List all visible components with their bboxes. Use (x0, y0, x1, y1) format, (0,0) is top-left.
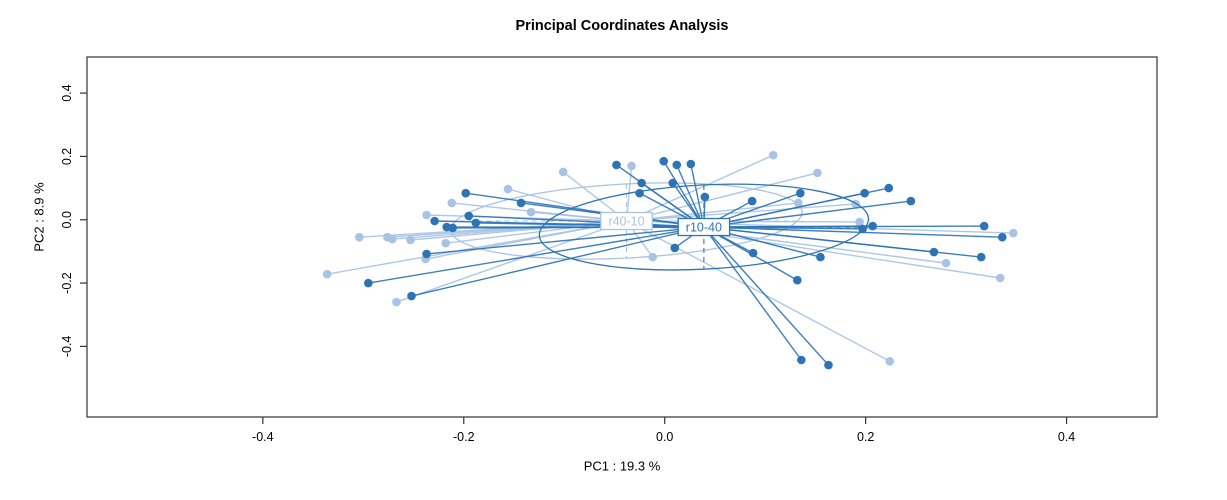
x-axis-label: PC1 : 19.3 % (583, 458, 661, 474)
spider-line (626, 154, 774, 222)
data-point (794, 198, 803, 208)
y-tick-label: -0.4 (60, 336, 74, 358)
data-point (612, 160, 621, 170)
spider-line (663, 160, 705, 228)
data-point (824, 360, 833, 370)
data-point (637, 178, 646, 188)
centroid-label-box (677, 217, 731, 237)
data-point (858, 224, 867, 234)
spider-line (703, 192, 865, 228)
spider-line (703, 200, 911, 228)
data-point (670, 243, 680, 253)
spider-line (703, 226, 802, 361)
data-point (816, 252, 825, 262)
data-point (471, 218, 481, 228)
spider-line (396, 220, 627, 303)
data-point (855, 217, 864, 227)
data-point (997, 232, 1007, 242)
data-point (747, 196, 757, 206)
group-ellipse (538, 183, 870, 271)
data-point (979, 221, 989, 231)
spider-line (426, 226, 704, 255)
spider-line (626, 220, 891, 362)
data-point (941, 258, 951, 268)
data-point (503, 184, 513, 194)
data-point (884, 183, 894, 193)
spider-line (676, 164, 705, 228)
centroid-label-box (600, 211, 653, 231)
data-point (364, 278, 373, 288)
data-point (659, 156, 668, 166)
y-tick-label: 0.4 (60, 84, 74, 101)
spider-line (468, 215, 704, 228)
x-tick-label: 0.2 (857, 430, 874, 444)
spider-line (703, 226, 829, 366)
data-point (635, 188, 644, 198)
data-point (860, 188, 869, 198)
data-point (793, 275, 802, 285)
x-tick-label: -0.2 (453, 430, 475, 444)
plot-frame (86, 56, 1158, 418)
data-point (929, 247, 939, 257)
spider-line (703, 225, 985, 228)
data-point (354, 232, 364, 242)
data-point (407, 291, 416, 301)
data-point (441, 238, 450, 248)
data-point (526, 207, 536, 217)
x-tick-label: 0.4 (1058, 430, 1075, 444)
data-point (388, 234, 397, 244)
data-point (976, 252, 986, 262)
chart-title: Principal Coordinates Analysis (515, 18, 729, 34)
spider-line (368, 226, 704, 284)
data-point (885, 356, 895, 366)
data-point (516, 198, 526, 208)
data-point (748, 248, 758, 258)
data-point (322, 269, 332, 279)
centroid-label: r10-40 (686, 221, 722, 235)
data-point (648, 252, 657, 262)
y-tick-label: 0.0 (60, 211, 74, 228)
spider-line (626, 172, 818, 222)
x-tick-label: -0.4 (252, 430, 274, 444)
data-point (422, 210, 431, 220)
spider-line (703, 226, 1003, 238)
centroid-label: r40-10 (608, 215, 644, 229)
data-point (813, 168, 822, 178)
data-point (558, 167, 568, 177)
spider-line (411, 226, 705, 297)
data-point (406, 235, 415, 245)
data-point (995, 273, 1005, 283)
y-tick-label: 0.2 (60, 148, 74, 165)
data-point (1009, 228, 1018, 238)
data-point (797, 355, 806, 365)
data-point (448, 223, 458, 233)
data-point (461, 188, 471, 198)
data-point (422, 249, 431, 259)
data-point (392, 297, 401, 307)
data-point (868, 221, 877, 231)
y-axis-label: PC2 : 8.9 % (31, 182, 47, 252)
data-point (906, 196, 916, 206)
x-tick-label: 0.0 (656, 430, 673, 444)
data-point (668, 178, 678, 188)
spider-line (475, 222, 704, 228)
data-point (796, 188, 805, 198)
spider-line (626, 202, 799, 222)
y-tick-label: -0.2 (60, 272, 74, 294)
spider-line (690, 163, 705, 228)
data-point (627, 161, 636, 171)
data-point (464, 211, 474, 221)
data-point (672, 160, 682, 170)
data-point (700, 192, 710, 202)
data-point (447, 198, 457, 208)
data-point (430, 216, 439, 226)
data-point (768, 150, 778, 160)
data-point (686, 159, 696, 169)
spider-line (626, 203, 856, 222)
